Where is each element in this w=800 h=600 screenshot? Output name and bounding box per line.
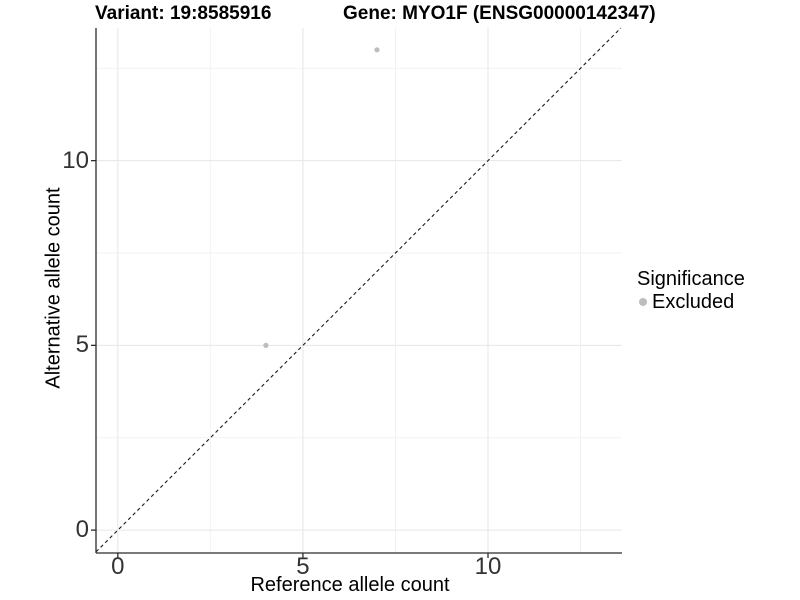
y-axis-tick-labels: 0 5 10 [0, 0, 89, 600]
x-axis-title: Reference allele count [250, 574, 450, 596]
data-point [374, 47, 380, 53]
y-tick-label: 0 [75, 516, 89, 544]
data-point [263, 342, 269, 348]
y-tick-label: 10 [62, 146, 89, 174]
x-tick-label: 0 [111, 553, 125, 580]
legend-entry: Excluded [637, 291, 745, 313]
x-axis-tick-labels: 0 5 10 [0, 555, 800, 581]
identity-dashed-line [95, 27, 622, 553]
y-axis-title: Alternative allele count [42, 187, 65, 389]
y-tick-label: 5 [75, 331, 89, 359]
legend-point-icon [639, 298, 647, 306]
plot-title-variant: Variant: 19:8585916 [95, 3, 272, 24]
legend-title: Significance [637, 268, 745, 290]
plot-title-gene: Gene: MYO1F (ENSG00000142347) [343, 3, 656, 24]
legend-entry-label: Excluded [652, 291, 735, 313]
legend: Significance Excluded [637, 268, 745, 313]
x-tick-label: 10 [474, 553, 502, 580]
x-tick-label: 5 [296, 553, 310, 580]
